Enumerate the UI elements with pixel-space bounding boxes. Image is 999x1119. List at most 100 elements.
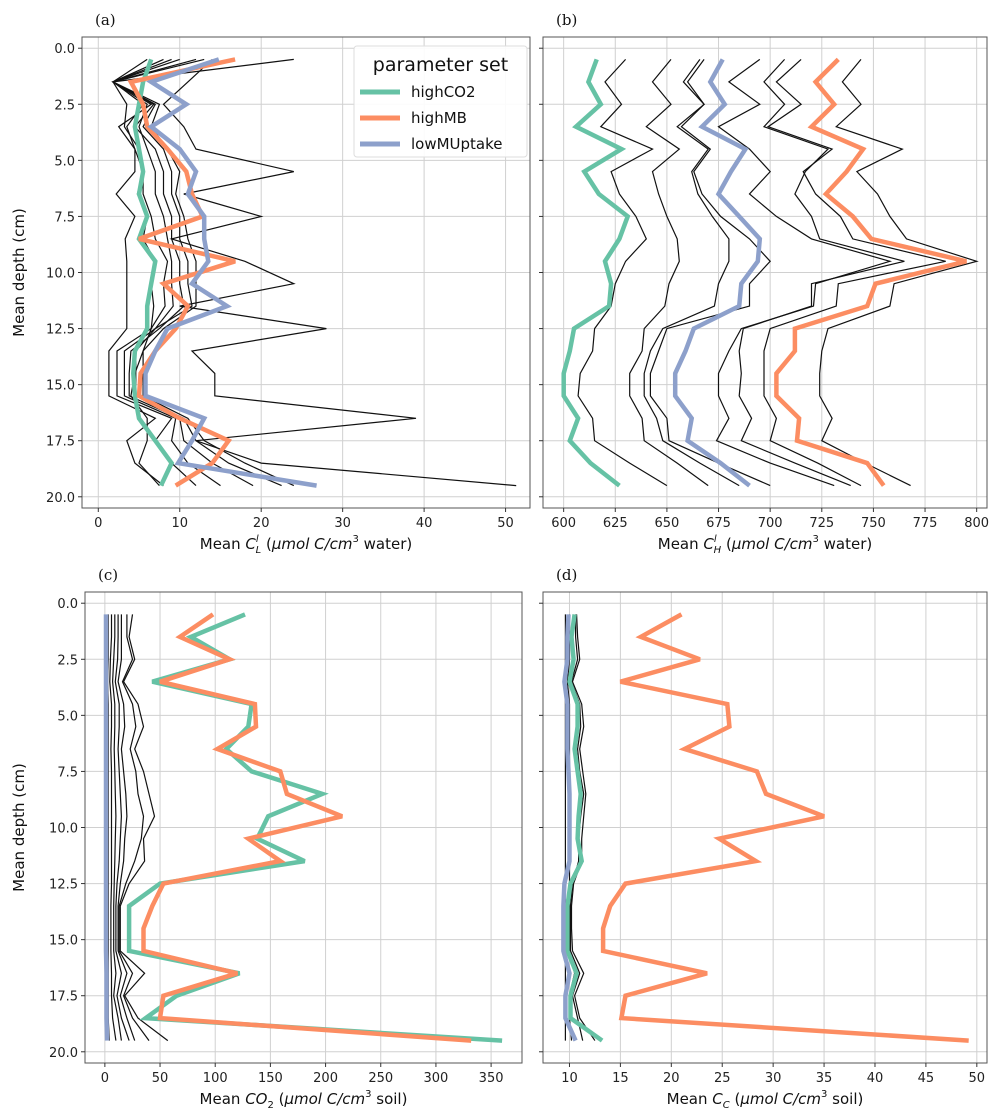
x-axis-label-units-superscript: 3 <box>365 1089 371 1100</box>
x-tick-label: 700 <box>758 516 783 531</box>
x-axis-label-subscript: H <box>714 545 722 556</box>
x-axis-label-tail: water) <box>819 535 872 553</box>
y-tick-label: 10.0 <box>49 822 78 837</box>
y-tick-label: 2.5 <box>54 98 75 113</box>
series-line-highCO2 <box>131 58 175 487</box>
panel-a: 0 10 20 30 40 50 0.0 2.5 5.0 7.5 10.0 12.5 15.0 17.5 2… <box>10 11 531 556</box>
series-line-lowMUptake <box>672 58 763 488</box>
panel-label: (d) <box>556 566 577 584</box>
legend: parameter set highCO2 highMB lowMUptake <box>353 45 528 158</box>
x-tick-label: 0 <box>101 1071 109 1086</box>
x-axis-label-superscript: l <box>256 534 259 545</box>
legend-frame <box>353 45 528 158</box>
y-tick-label: 7.5 <box>57 765 78 780</box>
x-tick-label: 150 <box>258 1071 283 1086</box>
y-tick-label: 5.0 <box>57 709 78 724</box>
series-line-highMB <box>774 57 967 487</box>
x-axis-label-paren: ( <box>274 1090 285 1108</box>
background-series-line <box>119 614 169 1042</box>
series-line-lowMUptake <box>143 57 317 488</box>
panel-label: (b) <box>556 11 577 29</box>
y-tick-label: 20.0 <box>46 491 75 506</box>
x-axis-label-subscript: C <box>723 1100 730 1111</box>
series-line-lowMUptake <box>561 614 578 1042</box>
x-tick-label: 625 <box>603 516 628 531</box>
background-series-line <box>108 58 164 487</box>
y-tick-label: 12.5 <box>49 878 78 893</box>
x-axis-label-prefix: Mean <box>658 535 704 553</box>
series-line-highMB <box>600 612 969 1043</box>
y-tick-label: 2.5 <box>57 653 78 668</box>
x-axis-label-paren: ( <box>721 535 732 553</box>
y-tick-label: 5.0 <box>54 154 75 169</box>
panel-label: (c) <box>98 566 118 584</box>
x-axis-label-units: μmol C/cm <box>271 535 353 553</box>
x-tick-label: 50 <box>969 1071 986 1086</box>
y-tick-label: 20.0 <box>49 1046 78 1061</box>
x-axis-label-tail: water) <box>359 535 412 553</box>
panel-label: (a) <box>95 11 116 29</box>
x-axis-label-variable: C <box>703 535 714 553</box>
background-series-line <box>649 59 772 487</box>
background-series-line <box>738 58 905 487</box>
background-series-line <box>117 614 136 1041</box>
x-tick-label: 250 <box>368 1071 393 1086</box>
x-tick-label: 350 <box>479 1071 504 1086</box>
panel-b: 600 625 650 675 700 725 750 775 800 (b) Mean Cl H (… <box>539 11 989 556</box>
x-axis-label-prefix: Mean <box>200 535 246 553</box>
x-axis-label-prefix: Mean <box>200 1090 246 1108</box>
x-axis-label-units-superscript: 3 <box>821 1089 827 1100</box>
x-tick-label: 35 <box>816 1071 833 1086</box>
x-axis-label-tail: soil) <box>372 1090 408 1108</box>
x-tick-label: 40 <box>867 1071 884 1086</box>
background-series-line <box>715 58 893 487</box>
background-series-line <box>577 58 668 487</box>
x-tick-label: 45 <box>918 1071 935 1086</box>
x-axis-label-units-superscript: 3 <box>812 534 818 545</box>
x-axis-label-variable: C <box>712 1090 723 1108</box>
x-tick-label: 725 <box>809 516 834 531</box>
y-axis-label: Mean depth (cm) <box>10 208 28 337</box>
background-series-line <box>109 614 117 1041</box>
x-tick-label: 10 <box>561 1071 578 1086</box>
y-tick-label: 0.0 <box>57 597 78 612</box>
x-tick-label: 40 <box>416 516 433 531</box>
x-axis-label-units: μmol C/cm <box>739 1090 821 1108</box>
x-axis-label-paren: ( <box>261 535 272 553</box>
x-axis-label: Mean CO2 (μmol C/cm3 soil) <box>200 1089 408 1111</box>
x-tick-label: 25 <box>714 1071 731 1086</box>
y-tick-label: 12.5 <box>46 323 75 338</box>
x-tick-label: 50 <box>497 516 514 531</box>
x-tick-label: 650 <box>654 516 679 531</box>
legend-title: parameter set <box>373 54 508 76</box>
x-tick-label: 20 <box>253 516 270 531</box>
x-tick-label: 10 <box>171 516 188 531</box>
x-tick-label: 0 <box>94 516 102 531</box>
background-series-line <box>114 614 130 1041</box>
x-tick-label: 775 <box>913 516 938 531</box>
panel-d: 10 15 20 25 30 35 40 45 50 (d) Mean CC (μmol C/cm3… <box>539 566 988 1111</box>
x-tick-label: 600 <box>551 516 576 531</box>
background-series-line <box>643 59 740 487</box>
x-axis-label-subscript: 2 <box>267 1100 273 1111</box>
x-tick-label: 20 <box>663 1071 680 1086</box>
y-tick-label: 7.5 <box>54 210 75 225</box>
x-axis-label-subscript: L <box>256 545 262 556</box>
background-series-line <box>118 614 150 1041</box>
y-tick-label: 15.0 <box>49 934 78 949</box>
x-tick-label: 100 <box>203 1071 228 1086</box>
x-axis-label-prefix: Mean <box>667 1090 713 1108</box>
legend-entry-highMB: highMB <box>411 109 467 127</box>
y-tick-label: 15.0 <box>46 379 75 394</box>
x-axis-label: Mean CC (μmol C/cm3 soil) <box>667 1089 864 1111</box>
background-series-line <box>111 614 122 1041</box>
series-line-highMB <box>141 612 472 1043</box>
x-axis-label-tail: soil) <box>827 1090 863 1108</box>
y-tick-label: 17.5 <box>46 435 75 450</box>
x-axis-label-superscript: l <box>714 534 717 545</box>
background-series-line <box>162 58 517 487</box>
legend-entry-highCO2: highCO2 <box>411 83 476 101</box>
x-tick-label: 300 <box>424 1071 449 1086</box>
background-series-line <box>629 59 709 487</box>
